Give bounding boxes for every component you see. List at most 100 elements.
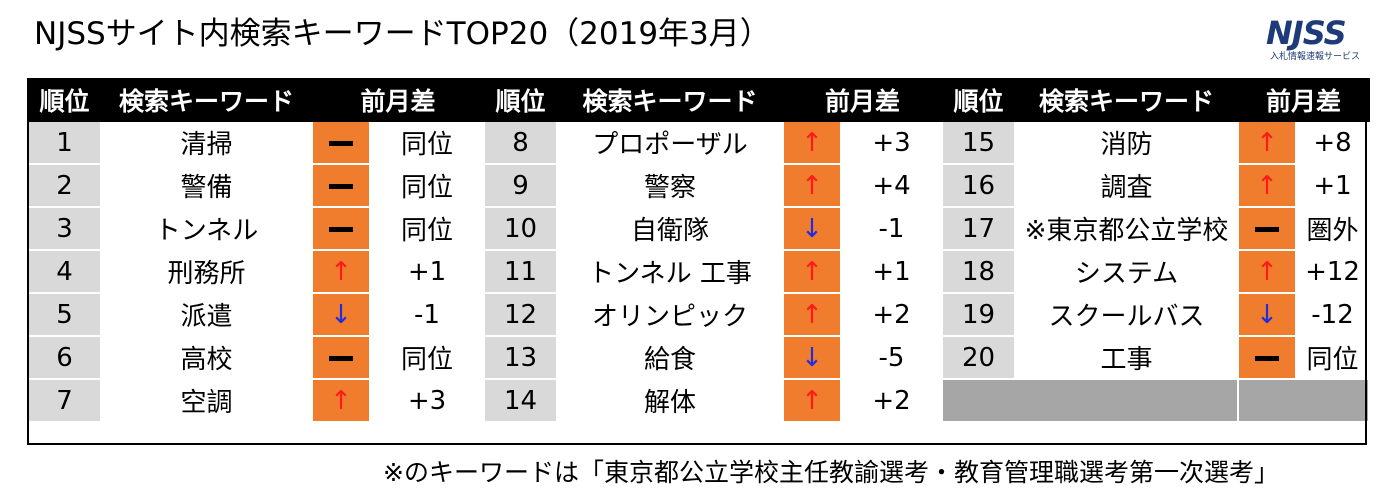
header-row: 順位 検索キーワード 前月差 順位 検索キーワード 前月差 順位 検索キーワード… bbox=[27, 78, 1370, 122]
up-arrow-icon: ↑ bbox=[311, 378, 371, 423]
rank-cell: 16 bbox=[941, 163, 1016, 208]
rank-cell: 11 bbox=[483, 249, 558, 294]
up-arrow-icon: ↑ bbox=[311, 249, 371, 294]
keyword-cell: 工事 bbox=[1014, 335, 1239, 380]
rank-cell: 9 bbox=[483, 163, 558, 208]
up-arrow-icon: ↑ bbox=[782, 249, 842, 294]
logo-subtitle: 入札情報速報サービス bbox=[1270, 52, 1361, 62]
keyword-cell: オリンピック bbox=[556, 292, 784, 337]
rank-cell: 12 bbox=[483, 292, 558, 337]
diff-cell: -5 bbox=[840, 335, 943, 380]
keyword-cell: 警備 bbox=[100, 163, 313, 208]
up-arrow-icon: ↑ bbox=[801, 256, 823, 287]
diff-cell: +8 bbox=[1295, 120, 1370, 165]
keyword-cell: 警察 bbox=[556, 163, 784, 208]
keyword-cell: 解体 bbox=[556, 378, 784, 423]
table-row: 1 清掃 同位 8 プロポーザル ↑ +3 15 消防 ↑ +8 bbox=[27, 120, 1370, 165]
dash-icon bbox=[329, 140, 353, 146]
rank-cell: 20 bbox=[941, 335, 1016, 380]
keyword-cell: 派遣 bbox=[100, 292, 313, 337]
footnote: ※のキーワードは「東京都公立学校主任教諭選考・教育管理職選考第一次選考」 bbox=[383, 458, 1279, 487]
header-diff: 前月差 bbox=[782, 78, 943, 122]
rank-cell: 1 bbox=[27, 120, 102, 165]
down-arrow-icon: ↓ bbox=[1256, 299, 1278, 330]
page-title: NJSSサイト内検索キーワードTOP20（2019年3月） bbox=[34, 16, 771, 52]
up-arrow-icon: ↑ bbox=[782, 120, 842, 165]
ranking-table: 順位 検索キーワード 前月差 順位 検索キーワード 前月差 順位 検索キーワード… bbox=[27, 78, 1370, 423]
up-arrow-icon: ↑ bbox=[1237, 163, 1297, 208]
diff-cell: 圏外 bbox=[1295, 206, 1370, 251]
diff-cell: 同位 bbox=[1295, 335, 1370, 380]
header-keyword: 検索キーワード bbox=[556, 78, 784, 122]
table-row: 3 トンネル 同位 10 自衛隊 ↓ -1 17 ※東京都公立学校 圏外 bbox=[27, 206, 1370, 251]
down-arrow-icon: ↓ bbox=[782, 335, 842, 380]
dash-icon bbox=[329, 355, 353, 361]
diff-cell: -1 bbox=[840, 206, 943, 251]
keyword-cell: 自衛隊 bbox=[556, 206, 784, 251]
diff-cell: +1 bbox=[369, 249, 485, 294]
empty-cell bbox=[1237, 378, 1370, 423]
diff-cell: +2 bbox=[840, 378, 943, 423]
header-rank: 順位 bbox=[483, 78, 558, 122]
up-arrow-icon: ↑ bbox=[1237, 249, 1297, 294]
table-row: 2 警備 同位 9 警察 ↑ +4 16 調査 ↑ +1 bbox=[27, 163, 1370, 208]
down-arrow-icon: ↓ bbox=[782, 206, 842, 251]
rank-cell: 13 bbox=[483, 335, 558, 380]
table-row: 6 高校 同位 13 給食 ↓ -5 20 工事 同位 bbox=[27, 335, 1370, 380]
keyword-cell: システム bbox=[1014, 249, 1239, 294]
keyword-cell: ※東京都公立学校 bbox=[1014, 206, 1239, 251]
keyword-cell: 清掃 bbox=[100, 120, 313, 165]
no-change-icon bbox=[1237, 206, 1297, 251]
rank-cell: 18 bbox=[941, 249, 1016, 294]
table-row: 7 空調 ↑ +3 14 解体 ↑ +2 bbox=[27, 378, 1370, 423]
diff-cell: +1 bbox=[840, 249, 943, 294]
diff-cell: 同位 bbox=[369, 120, 485, 165]
rank-cell: 7 bbox=[27, 378, 102, 423]
down-arrow-icon: ↓ bbox=[801, 213, 823, 244]
diff-cell: +12 bbox=[1295, 249, 1370, 294]
keyword-cell: プロポーザル bbox=[556, 120, 784, 165]
keyword-cell: 空調 bbox=[100, 378, 313, 423]
rank-cell: 19 bbox=[941, 292, 1016, 337]
rank-cell: 15 bbox=[941, 120, 1016, 165]
keyword-cell: 高校 bbox=[100, 335, 313, 380]
header-rank: 順位 bbox=[941, 78, 1016, 122]
up-arrow-icon: ↑ bbox=[330, 385, 352, 416]
down-arrow-icon: ↓ bbox=[311, 292, 371, 337]
rank-cell: 8 bbox=[483, 120, 558, 165]
header-keyword: 検索キーワード bbox=[100, 78, 313, 122]
keyword-cell: 調査 bbox=[1014, 163, 1239, 208]
header-diff: 前月差 bbox=[1237, 78, 1370, 122]
diff-cell: -12 bbox=[1295, 292, 1370, 337]
up-arrow-icon: ↑ bbox=[801, 127, 823, 158]
down-arrow-icon: ↓ bbox=[801, 342, 823, 373]
logo-text: NJSS bbox=[1266, 14, 1347, 52]
no-change-icon bbox=[1237, 335, 1297, 380]
diff-cell: +4 bbox=[840, 163, 943, 208]
rank-cell: 14 bbox=[483, 378, 558, 423]
rank-cell: 4 bbox=[27, 249, 102, 294]
keyword-cell: スクールバス bbox=[1014, 292, 1239, 337]
up-arrow-icon: ↑ bbox=[1256, 170, 1278, 201]
no-change-icon bbox=[311, 120, 371, 165]
header-keyword: 検索キーワード bbox=[1014, 78, 1239, 122]
up-arrow-icon: ↑ bbox=[782, 163, 842, 208]
njss-logo: NJSS 入札情報速報サービス bbox=[1262, 14, 1366, 64]
rank-cell: 10 bbox=[483, 206, 558, 251]
up-arrow-icon: ↑ bbox=[330, 256, 352, 287]
keyword-cell: トンネル bbox=[100, 206, 313, 251]
keyword-cell: 消防 bbox=[1014, 120, 1239, 165]
rank-cell: 17 bbox=[941, 206, 1016, 251]
up-arrow-icon: ↑ bbox=[801, 299, 823, 330]
down-arrow-icon: ↓ bbox=[330, 299, 352, 330]
rank-cell: 5 bbox=[27, 292, 102, 337]
no-change-icon bbox=[311, 206, 371, 251]
up-arrow-icon: ↑ bbox=[782, 292, 842, 337]
dash-icon bbox=[1255, 355, 1279, 361]
diff-cell: +3 bbox=[840, 120, 943, 165]
header-rank: 順位 bbox=[27, 78, 102, 122]
keyword-cell: 給食 bbox=[556, 335, 784, 380]
up-arrow-icon: ↑ bbox=[1237, 120, 1297, 165]
up-arrow-icon: ↑ bbox=[1256, 256, 1278, 287]
keyword-cell: 刑務所 bbox=[100, 249, 313, 294]
